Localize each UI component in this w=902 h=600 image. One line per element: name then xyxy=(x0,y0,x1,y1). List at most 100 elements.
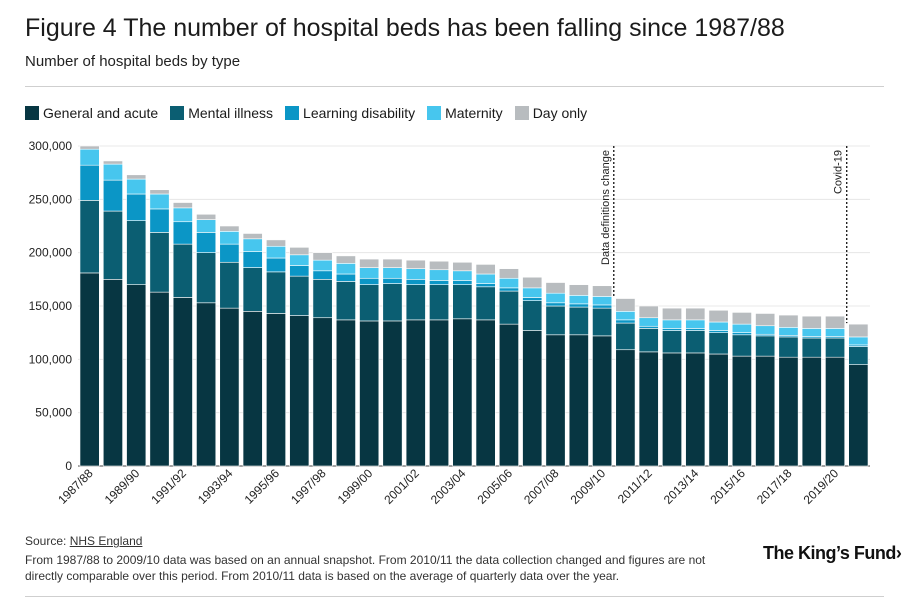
bar-learning-disability xyxy=(545,302,566,307)
bar-mental-illness xyxy=(335,281,356,321)
bar-learning-disability xyxy=(522,297,543,301)
bar-maternity xyxy=(242,238,263,252)
x-tick-label: 1997/98 xyxy=(288,466,329,507)
bar-general-acute xyxy=(731,355,752,467)
bar-learning-disability xyxy=(638,325,659,329)
bar-mental-illness xyxy=(848,346,869,365)
bar-maternity xyxy=(429,269,450,281)
bar-learning-disability xyxy=(149,208,170,233)
bar-day-only xyxy=(429,260,450,271)
bar-maternity xyxy=(475,273,496,284)
bar-learning-disability xyxy=(382,277,403,284)
bar-maternity xyxy=(102,163,123,181)
bar-learning-disability xyxy=(662,328,682,331)
x-tick-label: 1993/94 xyxy=(195,466,236,507)
x-tick-label: 2001/02 xyxy=(381,466,422,507)
bar-maternity xyxy=(382,267,403,279)
bar-mental-illness xyxy=(801,337,822,358)
bar-learning-disability xyxy=(196,232,217,253)
chart-legend: General and acute Mental illness Learnin… xyxy=(25,105,587,121)
bar-general-acute xyxy=(79,272,100,467)
bar-day-only xyxy=(592,285,613,297)
bar-mental-illness xyxy=(662,330,682,354)
x-tick-label: 2013/14 xyxy=(661,466,702,507)
bar-general-acute xyxy=(685,352,706,467)
bar-maternity xyxy=(685,319,706,329)
bar-mental-illness xyxy=(731,334,752,357)
bar-learning-disability xyxy=(312,270,333,280)
x-tick-label: 1991/92 xyxy=(148,466,189,507)
bar-maternity xyxy=(708,321,729,331)
bar-day-only xyxy=(731,312,752,325)
bar-learning-disability xyxy=(568,303,589,308)
bar-general-acute xyxy=(405,319,426,467)
x-tick-label: 1995/96 xyxy=(242,466,283,507)
bar-general-acute xyxy=(335,319,356,467)
bar-maternity xyxy=(638,317,659,327)
bar-general-acute xyxy=(778,356,799,467)
bar-maternity xyxy=(801,328,822,337)
x-tick-label: 2003/04 xyxy=(428,466,469,507)
bar-general-acute xyxy=(755,355,776,467)
bar-learning-disability xyxy=(708,330,729,333)
bar-mental-illness xyxy=(429,284,450,321)
bar-maternity xyxy=(662,319,682,329)
bar-mental-illness xyxy=(196,252,217,304)
bar-day-only xyxy=(149,189,170,195)
x-tick-label: 2019/20 xyxy=(801,466,842,507)
bottom-divider xyxy=(25,596,884,597)
bar-maternity xyxy=(825,328,846,337)
x-tick-label: 1987/88 xyxy=(55,466,96,507)
bar-mental-illness xyxy=(592,307,613,337)
bar-day-only xyxy=(359,258,380,268)
bar-mental-illness xyxy=(79,200,100,274)
bar-maternity xyxy=(848,336,869,346)
x-tick-label: 1999/00 xyxy=(335,466,376,507)
bar-mental-illness xyxy=(498,290,519,325)
bar-general-acute xyxy=(592,335,613,467)
bar-general-acute xyxy=(149,291,170,467)
stacked-bar-chart: 0 50,000 100,000 150,000 200,000 250,000 300,0… xyxy=(29,139,870,507)
bar-general-acute xyxy=(708,353,729,467)
y-tick-label: 200,000 xyxy=(29,246,73,260)
bar-day-only xyxy=(335,255,356,264)
data-note: From 1987/88 to 2009/10 data was based o… xyxy=(25,553,706,583)
bar-day-only xyxy=(405,259,426,269)
bar-mental-illness xyxy=(825,337,846,358)
bar-learning-disability xyxy=(685,328,706,331)
bar-day-only xyxy=(266,239,286,247)
bar-day-only xyxy=(778,314,799,328)
bar-day-only xyxy=(848,323,869,338)
bar-learning-disability xyxy=(452,280,473,285)
bar-maternity xyxy=(335,263,356,275)
bar-maternity xyxy=(545,292,566,304)
bar-day-only xyxy=(79,145,100,150)
legend-label-general-acute: General and acute xyxy=(43,105,159,121)
bar-maternity xyxy=(615,311,636,321)
bar-maternity xyxy=(126,178,147,195)
chart-subtitle: Number of hospital beds by type xyxy=(25,53,241,70)
bar-mental-illness xyxy=(568,306,589,336)
legend-swatch-maternity xyxy=(427,106,442,120)
bar-day-only xyxy=(545,282,566,294)
legend-item-maternity: Maternity xyxy=(427,105,503,121)
source-link[interactable]: NHS England xyxy=(69,534,143,548)
bar-mental-illness xyxy=(359,284,380,322)
bar-maternity xyxy=(778,327,799,336)
bar-day-only xyxy=(801,315,822,329)
bar-general-acute xyxy=(382,320,403,467)
bar-mental-illness xyxy=(312,279,333,319)
bar-day-only xyxy=(615,298,636,312)
bar-maternity xyxy=(568,295,589,305)
bar-mental-illness xyxy=(638,328,659,353)
bar-general-acute xyxy=(615,349,636,467)
bar-maternity xyxy=(79,148,100,166)
bar-day-only xyxy=(102,160,123,165)
bar-day-only xyxy=(498,268,519,279)
top-divider xyxy=(25,86,884,87)
bar-day-only xyxy=(638,305,659,319)
bar-mental-illness xyxy=(242,267,263,312)
x-tick-label: 2007/08 xyxy=(521,466,562,507)
bar-day-only xyxy=(522,276,543,289)
bar-day-only xyxy=(126,174,147,180)
